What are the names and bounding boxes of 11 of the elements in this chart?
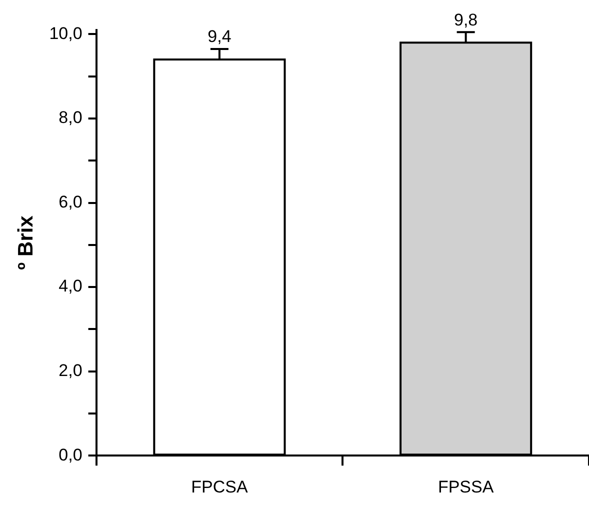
- y-tick-label: 10,0: [49, 24, 82, 43]
- y-tick-label: 0,0: [58, 445, 82, 464]
- y-tick-label: 2,0: [58, 361, 82, 380]
- y-axis-title: º Brix: [14, 215, 38, 270]
- x-tick-label: FPCSA: [191, 477, 248, 496]
- y-tick-label: 4,0: [58, 276, 82, 296]
- x-tick-label: FPSSA: [438, 477, 494, 496]
- data-label: 9,4: [208, 27, 232, 46]
- y-tick-label: 8,0: [58, 108, 82, 128]
- y-tick-label: 6,0: [58, 192, 82, 212]
- data-label: 9,8: [454, 10, 478, 30]
